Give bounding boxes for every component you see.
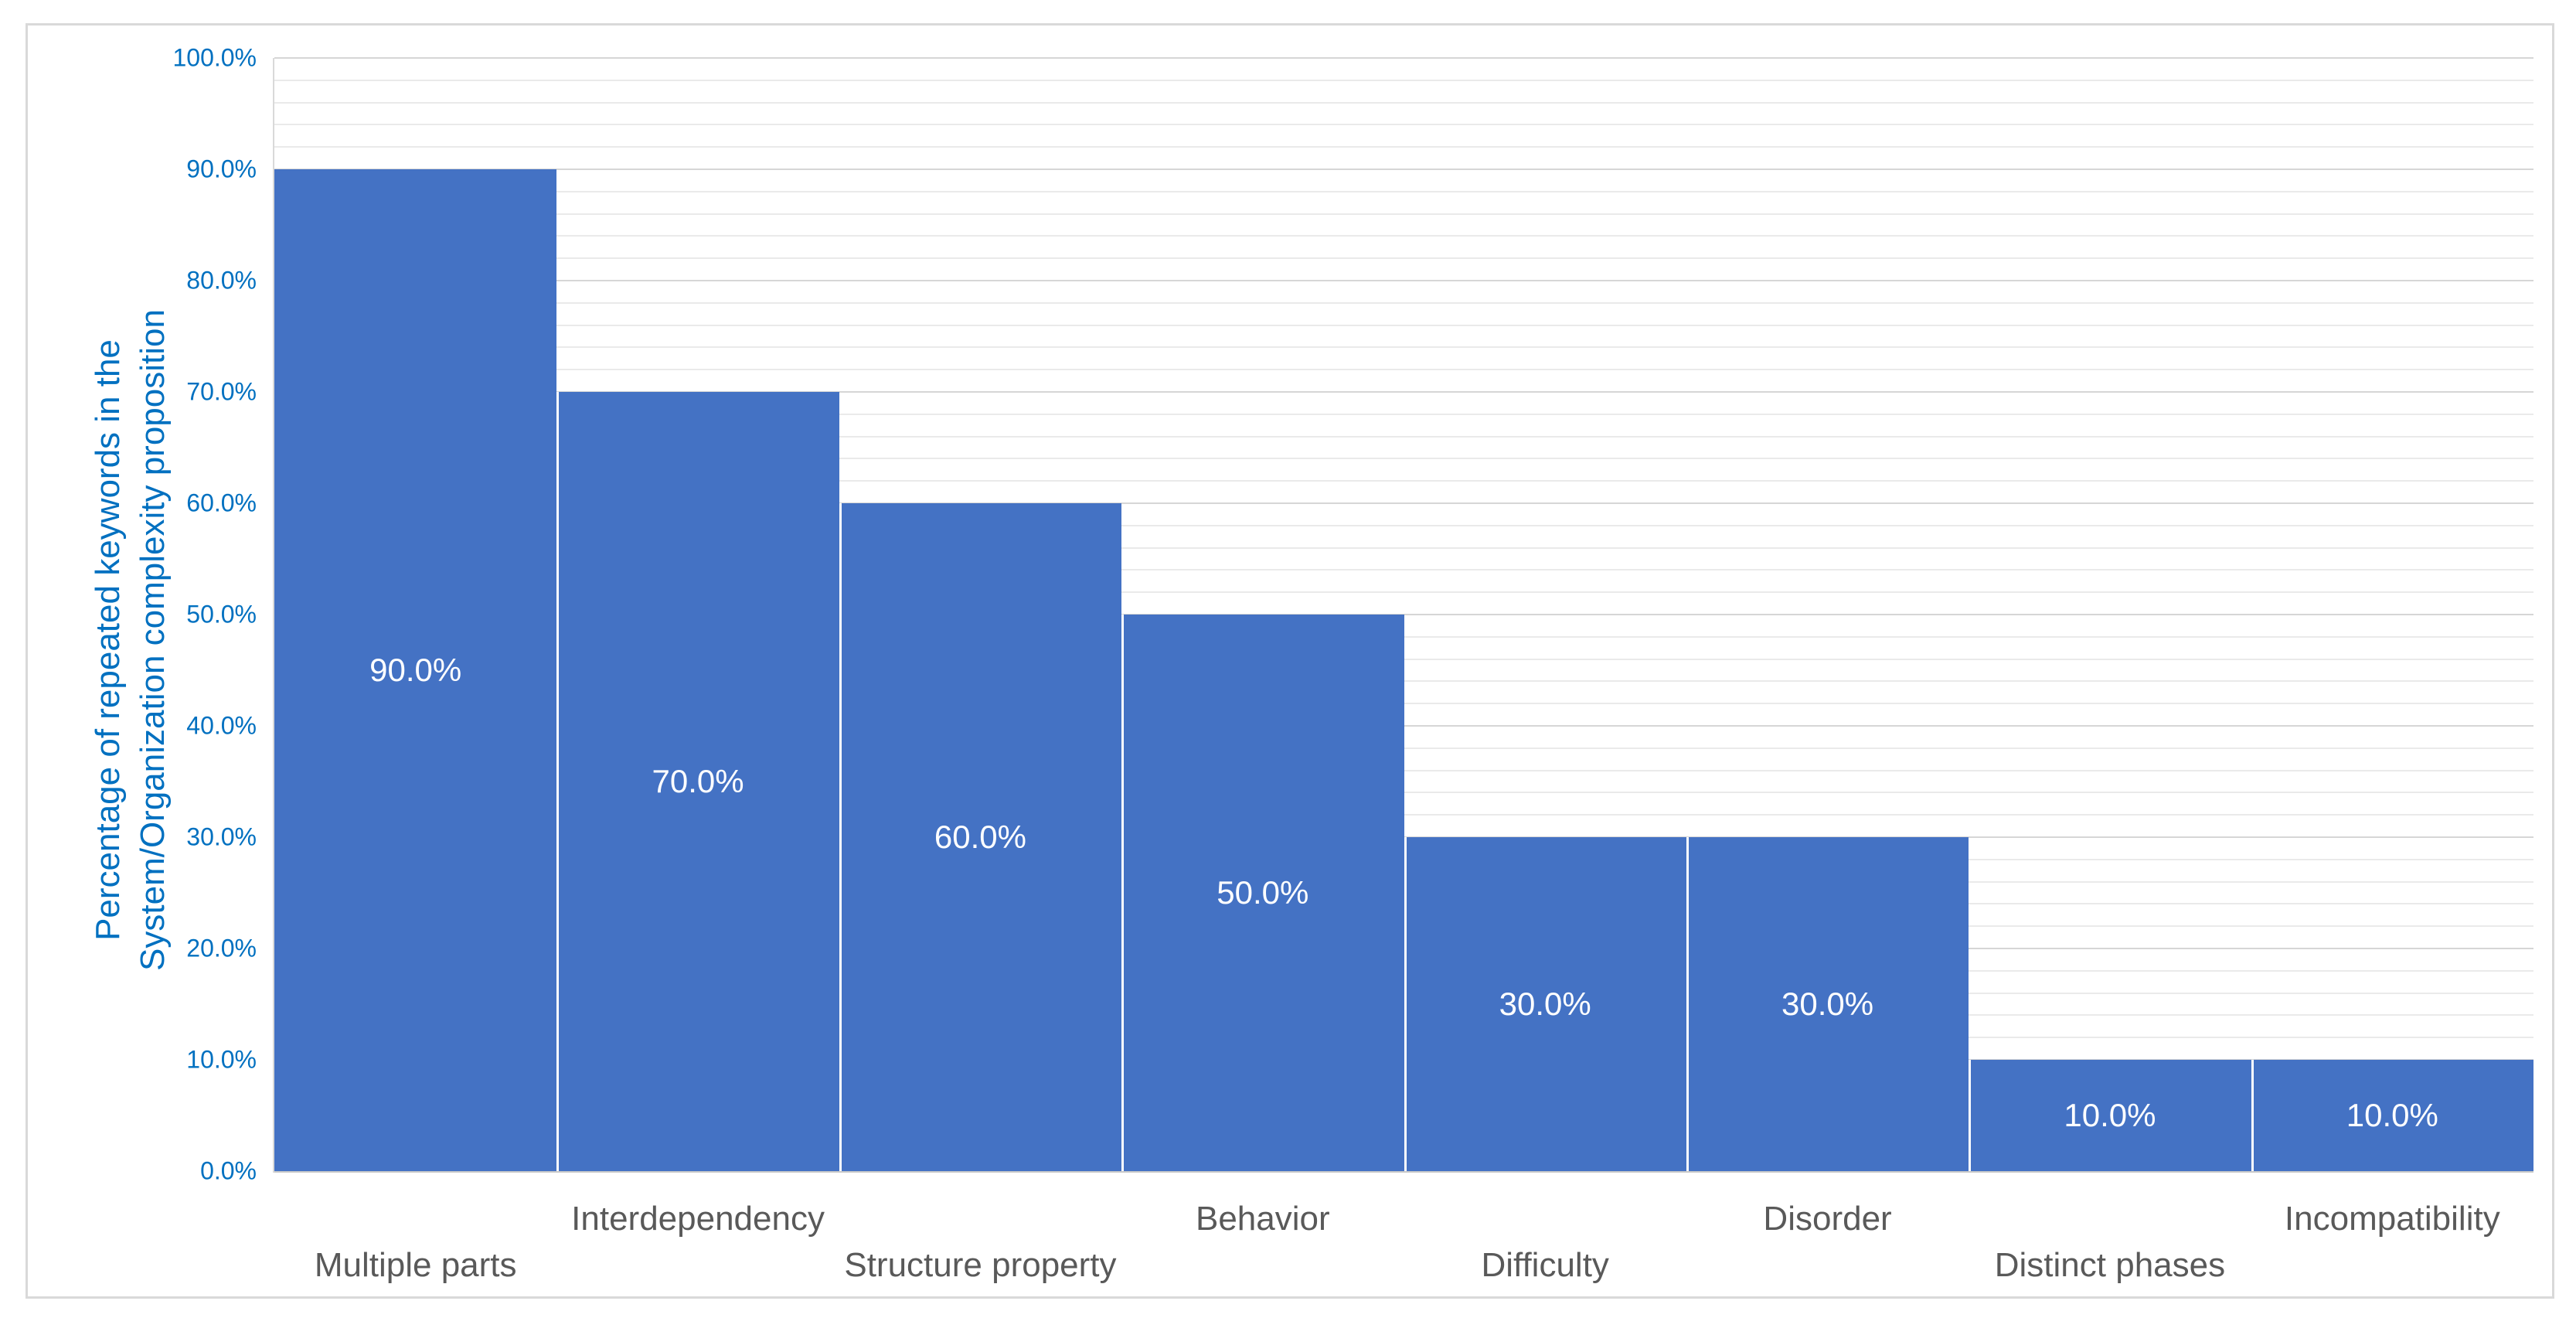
minor-gridline [274,413,2533,415]
y-tick-label: 100.0% [172,43,257,72]
minor-gridline [274,346,2533,349]
data-label-disorder: 30.0% [1781,986,1874,1022]
minor-gridline [274,547,2533,549]
y-tick-label: 10.0% [186,1045,257,1074]
minor-gridline [274,458,2533,460]
minor-gridline [274,769,2533,771]
major-gridline [274,280,2533,281]
major-gridline [274,57,2533,59]
data-label-incompatibility: 10.0% [2346,1097,2438,1133]
bar-behavior [1121,615,1404,1171]
y-axis-title: Percentage of repeated keywords in the S… [86,309,175,971]
minor-gridline [274,435,2533,438]
minor-gridline [274,591,2533,594]
bar-structure-property [839,503,1122,1171]
y-axis-title-line2: System/Organization complexity propositi… [134,309,172,971]
minor-gridline [274,635,2533,638]
minor-gridline [274,480,2533,482]
minor-gridline [274,257,2533,260]
minor-gridline [274,814,2533,816]
minor-gridline [274,524,2533,526]
y-axis-line [273,58,274,1173]
data-label-multiple-parts: 90.0% [369,652,462,688]
category-label-interdependency: Interdependency [571,1200,825,1238]
y-tick-label: 70.0% [186,377,257,406]
minor-gridline [274,792,2533,794]
minor-gridline [274,124,2533,126]
bar-incompatibility [2251,1060,2533,1171]
minor-gridline [274,235,2533,237]
major-gridline [274,502,2533,504]
x-axis-line [274,1171,2533,1173]
y-tick-label: 80.0% [186,266,257,295]
bar-difficulty [1404,837,1686,1171]
bar-distinct-phases [1969,1060,2251,1171]
data-label-distinct-phases: 10.0% [2064,1097,2156,1133]
y-axis-title-line1: Percentage of repeated keywords in the [88,339,127,941]
minor-gridline [274,146,2533,148]
minor-gridline [274,747,2533,749]
minor-gridline [274,658,2533,660]
minor-gridline [274,213,2533,215]
minor-gridline [274,101,2533,104]
data-label-structure-property: 60.0% [934,819,1026,855]
y-tick-label: 90.0% [186,155,257,183]
bar-disorder [1686,837,1969,1171]
y-tick-label: 0.0% [200,1156,257,1185]
minor-gridline [274,703,2533,705]
category-label-multiple-parts: Multiple parts [314,1246,517,1284]
minor-gridline [274,369,2533,371]
bar-multiple-parts [274,169,557,1171]
category-label-structure-property: Structure property [844,1246,1117,1284]
minor-gridline [274,680,2533,683]
data-label-interdependency: 70.0% [652,763,744,799]
y-tick-label: 30.0% [186,822,257,851]
category-label-disorder: Disorder [1763,1200,1892,1238]
y-tick-label: 40.0% [186,711,257,740]
major-gridline [274,725,2533,727]
minor-gridline [274,301,2533,304]
minor-gridline [274,569,2533,571]
category-label-behavior: Behavior [1195,1200,1330,1238]
category-label-distinct-phases: Distinct phases [1994,1246,2226,1284]
minor-gridline [274,79,2533,81]
y-tick-label: 50.0% [186,600,257,628]
data-label-difficulty: 30.0% [1499,986,1591,1022]
minor-gridline [274,324,2533,326]
data-label-behavior: 50.0% [1217,874,1309,911]
y-tick-label: 60.0% [186,489,257,517]
major-gridline [274,614,2533,615]
major-gridline [274,391,2533,393]
category-label-incompatibility: Incompatibility [2284,1200,2500,1238]
major-gridline [274,169,2533,170]
y-tick-label: 20.0% [186,934,257,962]
minor-gridline [274,190,2533,192]
category-label-difficulty: Difficulty [1481,1246,1609,1284]
bar-interdependency [556,392,839,1171]
